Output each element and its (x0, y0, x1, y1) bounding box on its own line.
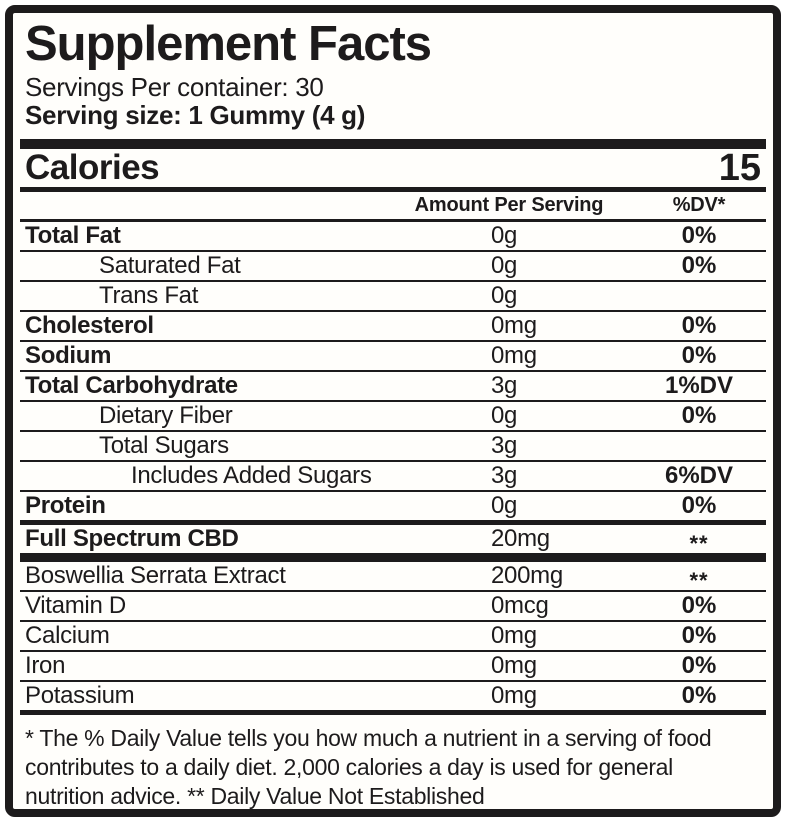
nutrient-dv: ** (637, 525, 761, 556)
serving-size: Serving size: 1 Gummy (4 g) (25, 100, 366, 130)
nutrient-row: Protein 0g 0% (25, 492, 761, 520)
nutrient-dv: 0% (681, 652, 717, 679)
nutrient-amount: 0mg (491, 622, 537, 649)
divider-bar-heavy (20, 553, 766, 562)
nutrient-row: Boswellia Serrata Extract 200mg ** (25, 562, 761, 593)
nutrient-amount: 0g (491, 282, 518, 309)
nutrient-amount: 200mg (491, 562, 563, 589)
nutrient-amount: 0mg (491, 312, 537, 339)
nutrient-row: Sodium 0mg 0% (25, 342, 761, 370)
nutrient-name: Total Sugars (99, 432, 229, 459)
nutrient-dv: 0% (681, 492, 717, 519)
nutrient-row: Total Carbohydrate 3g 1%DV (25, 372, 761, 400)
nutrient-dv: 6%DV (664, 462, 734, 489)
footnote: * The % Daily Value tells you how much a… (25, 715, 761, 811)
nutrient-name: Calcium (25, 622, 110, 649)
nutrient-name: Full Spectrum CBD (25, 525, 239, 552)
nutrient-name: Potassium (25, 682, 135, 709)
supplement-facts-label: Supplement Facts Servings Per container:… (5, 5, 781, 817)
divider-below-calories (20, 187, 766, 192)
nutrient-name: Trans Fat (99, 282, 199, 309)
calories-value: 15 (718, 146, 761, 189)
nutrient-row: Dietary Fiber 0g 0% (25, 402, 761, 430)
nutrient-dv: 1%DV (664, 372, 734, 399)
daily-value-not-established-mark: ** (689, 568, 709, 593)
divider-line (20, 650, 766, 652)
nutrient-name: Sodium (25, 342, 112, 369)
nutrient-amount: 0mg (491, 682, 537, 709)
amount-per-serving-header: Amount Per Serving (414, 194, 604, 216)
divider-line (20, 460, 766, 462)
nutrient-name: Boswellia Serrata Extract (25, 562, 286, 589)
nutrient-name: Protein (25, 492, 106, 519)
nutrient-name: Includes Added Sugars (131, 462, 372, 489)
nutrient-amount: 3g (491, 432, 518, 459)
divider-bar-medium (20, 710, 766, 715)
nutrient-dv: 0% (681, 622, 717, 649)
nutrient-dv: 0% (681, 402, 717, 429)
divider-thick-top (20, 139, 766, 149)
table-header-row: Amount Per Serving %DV* (25, 192, 761, 219)
nutrient-amount: 0g (491, 222, 518, 249)
divider-line (20, 490, 766, 492)
nutrient-amount: 3g (491, 462, 518, 489)
divider-line (20, 400, 766, 402)
nutrient-dv: 0% (681, 312, 717, 339)
nutrient-row: Calcium 0mg 0% (25, 622, 761, 650)
nutrient-row: Includes Added Sugars 3g 6%DV (25, 462, 761, 490)
divider-line (20, 430, 766, 432)
daily-value-not-established-mark: ** (689, 531, 709, 556)
nutrient-row: Cholesterol 0mg 0% (25, 312, 761, 340)
nutrient-name: Iron (25, 652, 66, 679)
footnote-line: contributes to a daily diet. 2,000 calor… (25, 754, 673, 780)
nutrient-amount: 0g (491, 402, 518, 429)
nutrient-row: Iron 0mg 0% (25, 652, 761, 680)
nutrient-dv: 0% (681, 682, 717, 709)
divider-line (20, 680, 766, 682)
nutrient-name: Dietary Fiber (99, 402, 233, 429)
nutrient-dv: 0% (681, 592, 717, 619)
calories-label: Calories (25, 148, 160, 187)
nutrient-amount: 0g (491, 492, 518, 519)
footnote-line: nutrition advice. ** Daily Value Not Est… (25, 783, 485, 809)
nutrient-row: Potassium 0mg 0% (25, 682, 761, 710)
nutrient-row: Full Spectrum CBD 20mg ** (25, 525, 761, 556)
nutrient-row: Total Fat 0g 0% (25, 222, 761, 250)
nutrient-row: Vitamin D 0mcg 0% (25, 592, 761, 620)
calories-row: Calories 15 (25, 146, 761, 189)
nutrient-row: Total Sugars 3g (25, 432, 761, 460)
divider-line (20, 620, 766, 622)
divider-line (20, 280, 766, 282)
nutrient-row: Saturated Fat 0g 0% (25, 252, 761, 280)
nutrient-dv: 0% (681, 222, 717, 249)
servings-per-container: Servings Per container: 30 (25, 72, 324, 102)
nutrient-name: Saturated Fat (99, 252, 241, 279)
nutrient-name: Total Carbohydrate (25, 372, 238, 399)
nutrient-row: Trans Fat 0g (25, 282, 761, 310)
divider-bar-medium (20, 520, 766, 525)
nutrient-name: Cholesterol (25, 312, 154, 339)
divider-line (20, 590, 766, 592)
divider-line (20, 250, 766, 252)
facts-table: Total Fat 0g 0% Saturated Fat 0g 0% Trans Fat 0… (20, 222, 766, 715)
divider-line (20, 340, 766, 342)
nutrient-amount: 0mg (491, 342, 537, 369)
percent-dv-header: %DV* (672, 194, 726, 216)
nutrient-dv: 0% (681, 252, 717, 279)
nutrient-name: Total Fat (25, 222, 121, 249)
nutrient-amount: 0g (491, 252, 518, 279)
divider-line (20, 370, 766, 372)
divider-below-header (20, 219, 766, 222)
divider-line (20, 310, 766, 312)
nutrient-amount: 20mg (491, 525, 550, 552)
nutrient-amount: 0mg (491, 652, 537, 679)
nutrient-name: Vitamin D (25, 592, 126, 619)
nutrient-dv: ** (637, 562, 761, 593)
label-title: Supplement Facts (25, 17, 432, 71)
nutrient-amount: 3g (491, 372, 518, 399)
footnote-line: * The % Daily Value tells you how much a… (25, 725, 712, 751)
nutrient-amount: 0mcg (491, 592, 549, 619)
nutrient-dv: 0% (681, 342, 717, 369)
